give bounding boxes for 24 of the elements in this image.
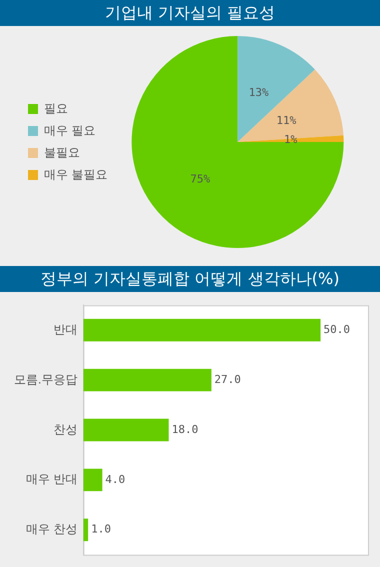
y-tick-label: 매우 찬성: [26, 522, 78, 536]
y-tick-label: 반대: [53, 322, 78, 336]
data-label: 50.0: [324, 323, 350, 336]
bar: [83, 418, 169, 442]
bar: [83, 318, 321, 342]
legend-label: 불필요: [44, 145, 80, 160]
data-label: 75%: [190, 172, 210, 186]
bar: [83, 368, 212, 392]
data-label: 4.0: [105, 472, 126, 486]
bar: [83, 468, 102, 492]
data-label: 18.0: [172, 422, 198, 436]
data-label: 1.0: [91, 522, 111, 536]
data-label: 13%: [248, 86, 270, 100]
legend-label: 필요: [44, 101, 68, 116]
data-label: 11%: [276, 114, 297, 127]
y-tick-label: 매우 반대: [26, 472, 78, 486]
bar: [83, 518, 88, 542]
chart-title: 기업내 기자실의 필요성: [0, 0, 380, 26]
y-tick-label: 모름.무응답: [14, 372, 78, 386]
data-label: 27.0: [214, 372, 241, 386]
chart-title: 정부의 기자실통폐합 어떻게 생각하나(%): [0, 266, 380, 292]
legend-label: 매우 불필요: [44, 167, 108, 182]
y-tick-label: 찬성: [53, 422, 78, 436]
legend-label: 매우 필요: [44, 123, 96, 138]
